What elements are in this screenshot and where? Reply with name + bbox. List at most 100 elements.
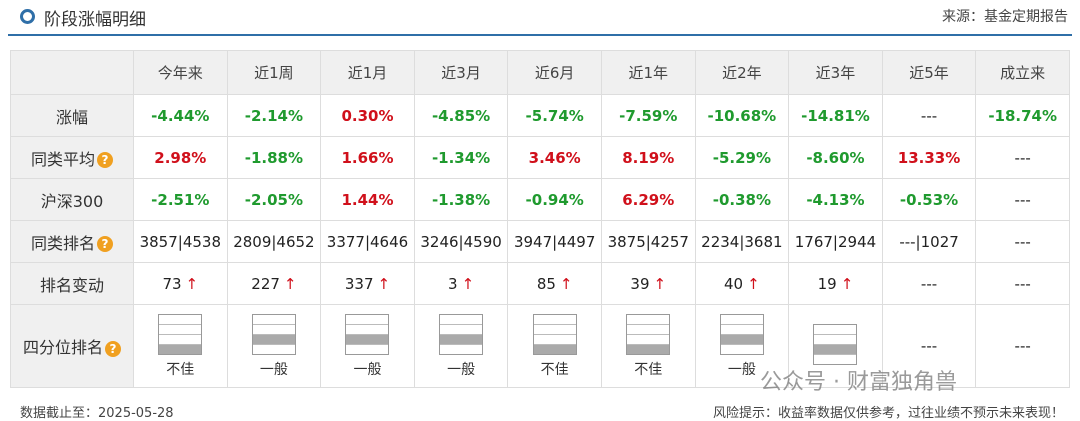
row-label: 涨幅: [10, 94, 134, 137]
value: 6.29%: [622, 190, 675, 209]
cell: -5.29%: [694, 136, 790, 179]
cell: -2.51%: [133, 178, 228, 221]
value: -5.74%: [525, 106, 584, 125]
cell: 6.29%: [600, 178, 696, 221]
quartile-box: [159, 343, 202, 354]
value: -18.74%: [988, 106, 1058, 125]
value: 39: [630, 274, 650, 293]
value: ---: [1014, 274, 1031, 293]
quartile-box: [440, 323, 483, 334]
value: -1.38%: [431, 190, 491, 209]
cell: -1.88%: [226, 136, 322, 179]
row: 排名变动 73 ↑ 227 ↑ 337 ↑ 3 ↑ 85 ↑ 39 ↑ 40 ↑ 19 ↑ --- ---: [10, 262, 1070, 305]
cell: -18.74%: [975, 94, 1070, 137]
cell: 3947|4497: [507, 220, 602, 263]
value: 2.98%: [154, 148, 207, 167]
date: 数据截止至：2025-05-28: [20, 406, 174, 421]
up-arrow: ↑: [559, 274, 573, 293]
cell: 3857|4538: [133, 220, 228, 263]
column-header: 近1周: [226, 50, 322, 95]
cell: -1.34%: [413, 136, 509, 179]
value: ---: [920, 274, 938, 293]
value: ---: [920, 106, 938, 125]
label-text: 排名变动: [39, 275, 104, 295]
column-header: 近1年: [600, 50, 696, 95]
cell: -8.60%: [788, 136, 883, 179]
quartile-label: 一般: [353, 361, 382, 378]
quartile-box: [159, 323, 202, 334]
quartile-box: [627, 343, 670, 354]
value: -1.88%: [244, 148, 304, 167]
value: 3: [448, 274, 458, 293]
icon: [20, 9, 35, 24]
cell: 一般: [413, 304, 509, 388]
cell: -4.13%: [788, 178, 883, 221]
value: 2809|4652: [233, 232, 315, 251]
cell: 2809|4652: [226, 220, 322, 263]
cell: 不佳: [600, 304, 696, 388]
quartile-box: [627, 323, 670, 334]
quartile-box: [534, 315, 576, 324]
quartile-box: [720, 343, 763, 354]
row: 同类排名? 3857|4538 2809|4652 3377|4646 3246|459…: [10, 220, 1070, 263]
quartile-box: [720, 323, 763, 334]
cell: 8.19%: [600, 136, 696, 179]
cell: 73 ↑: [133, 262, 228, 305]
help-icon: ?: [105, 340, 121, 357]
quartile-label: 一般: [727, 361, 756, 378]
quartile-box: [252, 343, 295, 354]
value: -0.94%: [525, 190, 584, 209]
value: 3947|4497: [513, 232, 596, 251]
cell: ---: [975, 136, 1070, 179]
cell: -5.74%: [507, 94, 602, 137]
cell: 不佳: [507, 304, 602, 388]
up-arrow: ↑: [461, 274, 475, 293]
value: 1.66%: [341, 148, 394, 167]
quartile-box: [252, 323, 295, 334]
quartile-box: [627, 333, 670, 344]
cell: 337 ↑: [320, 262, 415, 305]
cell: ---: [975, 262, 1070, 305]
header: 阶段涨幅明细 来源：基金定期报告: [8, 0, 1072, 36]
row: 四分位排名? 不佳 一般 一般 一般 不佳 不佳 一般 --- ---: [10, 304, 1070, 388]
cell: ---: [881, 94, 977, 137]
quartile-graphic: [158, 313, 203, 355]
quartile-box: [346, 343, 389, 354]
row-label: 同类排名?: [10, 220, 134, 263]
value: -2.14%: [244, 106, 304, 125]
cell: -4.44%: [133, 94, 228, 137]
value: ---: [1014, 337, 1031, 355]
corner: [10, 50, 134, 95]
quartile-label: 不佳: [166, 361, 195, 378]
value: -10.68%: [707, 106, 777, 125]
cell: ---: [975, 304, 1070, 388]
quartile-box: [720, 333, 763, 344]
cell: 40 ↑: [694, 262, 790, 305]
cell: -10.68%: [694, 94, 790, 137]
row-label: 排名变动: [10, 262, 134, 305]
quartile-graphic: [532, 313, 577, 355]
quartile-box: [814, 353, 857, 364]
quartile-graphic: [813, 323, 858, 365]
value: 337: [344, 274, 374, 293]
cell: 3377|4646: [320, 220, 415, 263]
table: 今年来 近1周 近1月 近3月 近6月 近1年 近2年 近3年 近5年 成立来 涨幅 -4.44% -2…: [10, 50, 1070, 388]
column-header: 近5年: [881, 50, 977, 95]
quartile-label: 一般: [259, 361, 288, 378]
quartile-box: [346, 333, 389, 344]
cell: 19 ↑: [788, 262, 883, 305]
cell: ---|1027: [881, 220, 977, 263]
column-header: 成立来: [975, 50, 1070, 95]
source: 来源：基金定期报告: [942, 9, 1068, 25]
value: -4.13%: [806, 190, 865, 209]
cell: -0.38%: [694, 178, 790, 221]
cell: 1767|2944: [788, 220, 883, 263]
value: 13.33%: [897, 148, 961, 167]
value: ---|1027: [899, 232, 959, 251]
label-text: 同类排名: [30, 233, 95, 253]
value: -2.51%: [151, 190, 210, 209]
up-arrow: ↑: [653, 274, 667, 293]
quartile-label: 不佳: [540, 361, 569, 378]
cell: 0.30%: [320, 94, 415, 137]
